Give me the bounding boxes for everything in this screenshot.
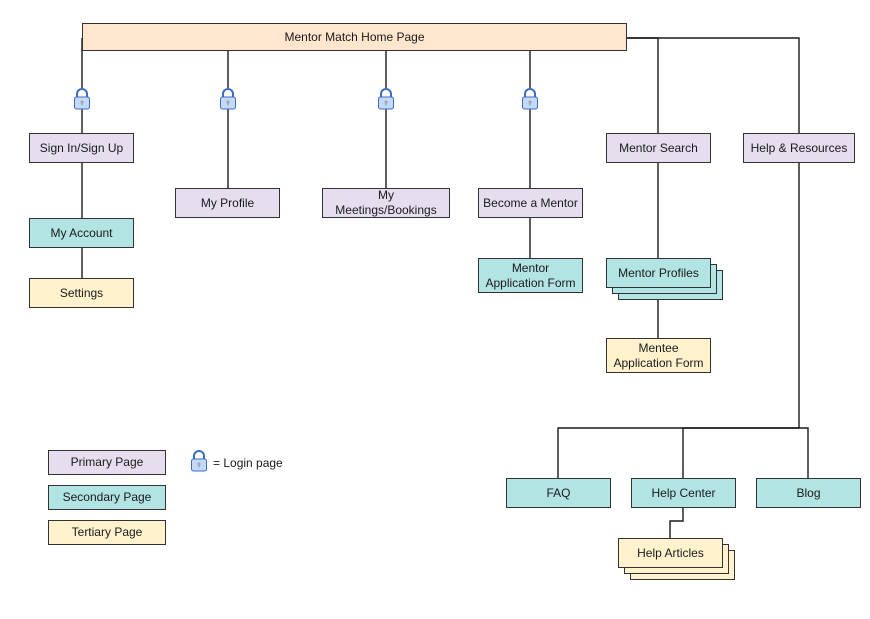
node-faq: FAQ <box>506 478 611 508</box>
node-label: Mentor Search <box>619 141 698 156</box>
connector-line <box>627 38 658 133</box>
node-label: Settings <box>60 286 103 301</box>
node-label: Primary Page <box>71 455 144 470</box>
node-label: Help Center <box>651 486 715 501</box>
lock-icon <box>376 88 396 110</box>
node-legend_primary: Primary Page <box>48 450 166 475</box>
node-label: My Account <box>50 226 112 241</box>
node-my_meetings: My Meetings/Bookings <box>322 188 450 218</box>
node-help_center: Help Center <box>631 478 736 508</box>
stack-mentor_profiles: Mentor Profiles <box>606 258 711 288</box>
node-my_account: My Account <box>29 218 134 248</box>
node-mentor_app: Mentor Application Form <box>478 258 583 293</box>
connector-line <box>627 38 799 133</box>
node-legend_secondary: Secondary Page <box>48 485 166 510</box>
node-label: Mentee Application Form <box>611 341 706 371</box>
connector-line <box>799 428 808 478</box>
lock-icon <box>218 88 238 110</box>
node-root: Mentor Match Home Page <box>82 23 627 51</box>
legend-lock-label: = Login page <box>213 456 283 470</box>
node-label: Sign In/Sign Up <box>40 141 123 156</box>
node-settings: Settings <box>29 278 134 308</box>
stack-help_articles: Help Articles <box>618 538 723 568</box>
connector-line <box>670 508 683 538</box>
stack-label: Mentor Profiles <box>618 266 699 281</box>
node-my_profile: My Profile <box>175 188 280 218</box>
node-label: Tertiary Page <box>72 525 143 540</box>
lock-icon <box>72 88 92 110</box>
node-label: FAQ <box>546 486 570 501</box>
node-label: Blog <box>796 486 820 501</box>
node-legend_tertiary: Tertiary Page <box>48 520 166 545</box>
node-label: Secondary Page <box>63 490 152 505</box>
node-label: Mentor Match Home Page <box>284 30 424 45</box>
node-mentee_app: Mentee Application Form <box>606 338 711 373</box>
lock-icon <box>520 88 540 110</box>
node-label: My Profile <box>201 196 254 211</box>
node-signin: Sign In/Sign Up <box>29 133 134 163</box>
node-mentor_search: Mentor Search <box>606 133 711 163</box>
node-help_resources: Help & Resources <box>743 133 855 163</box>
node-label: Help & Resources <box>751 141 848 156</box>
connector-line <box>558 163 799 478</box>
stack-label: Help Articles <box>637 546 704 561</box>
node-blog: Blog <box>756 478 861 508</box>
node-become_mentor: Become a Mentor <box>478 188 583 218</box>
node-label: Mentor Application Form <box>483 261 578 291</box>
lock-icon <box>189 450 209 472</box>
connector-line <box>683 428 799 478</box>
node-label: Become a Mentor <box>483 196 578 211</box>
node-label: My Meetings/Bookings <box>327 188 445 218</box>
